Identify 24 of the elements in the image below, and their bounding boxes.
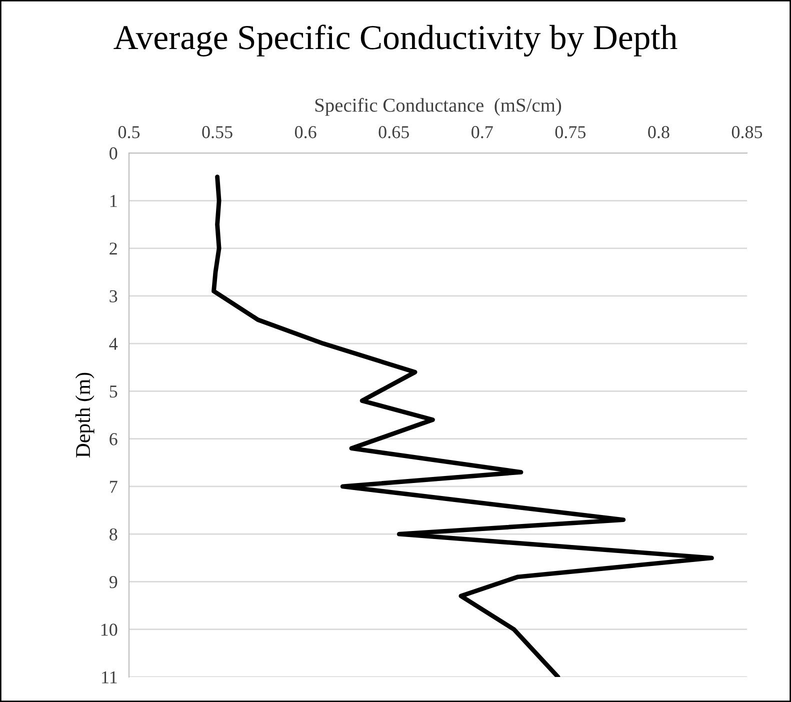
y-tick-label: 2 xyxy=(110,242,117,255)
x-tick-label: 0.75 xyxy=(555,126,586,138)
y-tick-label: 7 xyxy=(110,480,118,493)
y-tick-label: 6 xyxy=(110,433,118,446)
y-tick-label: 4 xyxy=(109,338,118,350)
chart-title: Average Specific Conductivity by Depth xyxy=(114,24,678,57)
y-tick-label: 11 xyxy=(102,671,117,684)
x-tick-label: 0.8 xyxy=(648,126,670,138)
y-axis-title: Depth (m) xyxy=(75,372,94,458)
line-series xyxy=(212,174,714,677)
y-tick-label: 9 xyxy=(109,576,118,588)
y-tick-label: 10 xyxy=(101,624,118,636)
x-tick-label: 0.7 xyxy=(472,126,493,138)
y-tick-label: 8 xyxy=(110,528,118,541)
y-tick-label: 1 xyxy=(110,194,117,207)
x-tick-label: 0.6 xyxy=(294,126,316,138)
y-tick-label: 0 xyxy=(110,147,118,160)
x-tick-label: 0.5 xyxy=(118,126,140,138)
x-axis-title: Specific Conductance (mS/cm) xyxy=(315,98,562,116)
y-tick-label: 5 xyxy=(110,386,118,398)
x-tick-label: 0.85 xyxy=(732,126,762,138)
x-tick-label: 0.55 xyxy=(202,126,232,138)
y-tick-label: 3 xyxy=(110,290,118,302)
x-tick-label: 0.65 xyxy=(378,126,409,138)
